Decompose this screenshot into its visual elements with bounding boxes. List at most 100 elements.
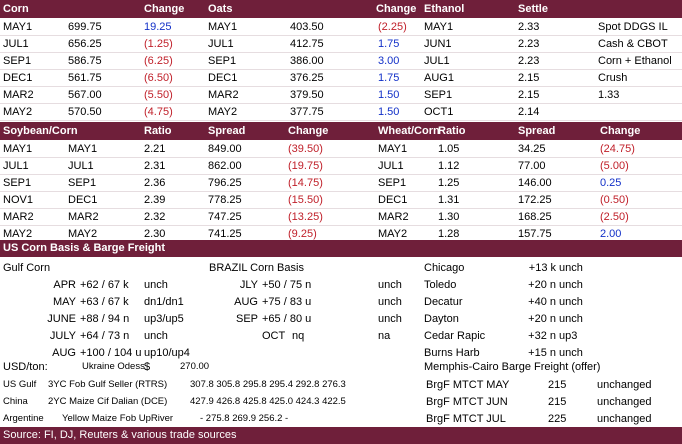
source-text: Source: FI, DJ, Reuters & various trade … bbox=[3, 429, 237, 441]
col-corn-header: Corn bbox=[3, 3, 29, 15]
brazil-change: unch bbox=[378, 296, 402, 308]
ukraine-currency: $ bbox=[144, 361, 151, 373]
col-wheatcorn-header: Wheat/Corn bbox=[378, 125, 440, 137]
interior-change: unch bbox=[559, 313, 583, 325]
ethanol-settle: 2.15 bbox=[518, 89, 540, 101]
interior-change: up3 bbox=[559, 330, 578, 342]
interior-basis: +32 n bbox=[528, 330, 556, 342]
gulf-change: unch bbox=[144, 330, 168, 342]
table-row bbox=[0, 191, 682, 209]
wheatcorn-ratio: 1.31 bbox=[438, 194, 460, 206]
wheatcorn-spread: 172.25 bbox=[518, 194, 552, 206]
wheatcorn-ratio: 1.12 bbox=[438, 160, 460, 172]
footer-bar: Source: FI, DJ, Reuters & various trade … bbox=[0, 427, 682, 444]
wheatcorn-spread: 168.25 bbox=[518, 211, 552, 223]
wheatcorn-month: MAY2 bbox=[378, 228, 408, 240]
interior-change: unch bbox=[559, 296, 583, 308]
corn-month: MAY1 bbox=[68, 143, 98, 155]
ethanol-month: MAY1 bbox=[424, 21, 454, 33]
wheatcorn-ratio: 1.30 bbox=[438, 211, 460, 223]
ethanol-note: Cash & CBOT bbox=[598, 38, 668, 50]
soy-month: JUL1 bbox=[3, 160, 29, 172]
wheatcorn-change: (0.50) bbox=[600, 194, 629, 206]
barge-change: unchanged bbox=[597, 379, 652, 391]
corn-change: (6.50) bbox=[144, 72, 173, 84]
corn-month: MAY2 bbox=[3, 106, 33, 118]
col-ratio2-header: Ratio bbox=[438, 125, 466, 137]
col-spread-header: Spread bbox=[208, 125, 246, 137]
fob-values: - 275.8 269.9 256.2 - bbox=[200, 413, 289, 424]
corn-month: SEP1 bbox=[68, 177, 97, 189]
soycorn-change: (15.50) bbox=[288, 194, 323, 206]
soycorn-change: (14.75) bbox=[288, 177, 323, 189]
ethanol-month: OCT1 bbox=[424, 106, 454, 118]
oats-change: 1.50 bbox=[378, 106, 400, 118]
corn-price: 586.75 bbox=[68, 55, 102, 67]
brazil-change: unch bbox=[378, 279, 402, 291]
corn-month: DEC1 bbox=[3, 72, 33, 84]
wheatcorn-change: 0.25 bbox=[600, 177, 622, 189]
corn-change: (1.25) bbox=[144, 38, 173, 50]
wheatcorn-change: (2.50) bbox=[600, 211, 629, 223]
wheatcorn-month: MAY1 bbox=[378, 143, 408, 155]
wheatcorn-change: 2.00 bbox=[600, 228, 622, 240]
soycorn-ratio: 2.21 bbox=[144, 143, 166, 155]
corn-price: 561.75 bbox=[68, 72, 102, 84]
barge-value: 215 bbox=[548, 379, 567, 391]
table-row bbox=[0, 174, 682, 192]
corn-month: JUL1 bbox=[68, 160, 94, 172]
soycorn-spread: 778.25 bbox=[208, 194, 242, 206]
brazil-month: JLY bbox=[239, 279, 258, 291]
wheatcorn-ratio: 1.28 bbox=[438, 228, 460, 240]
gulf-basis: +100 / 104 u bbox=[80, 347, 142, 359]
soycorn-spread: 796.25 bbox=[208, 177, 242, 189]
corn-month: JUL1 bbox=[3, 38, 29, 50]
table-row bbox=[0, 157, 682, 175]
memphis-barge-title: Memphis-Cairo Barge Freight (offer) bbox=[424, 361, 601, 373]
interior-basis: +13 k bbox=[528, 262, 556, 274]
brazil-change: na bbox=[378, 330, 391, 342]
corn-month: MAR2 bbox=[68, 211, 99, 223]
wheatcorn-month: MAR2 bbox=[378, 211, 409, 223]
gulf-basis: +62 / 67 k bbox=[80, 279, 129, 291]
interior-change: unch bbox=[559, 347, 583, 359]
wheatcorn-spread: 157.75 bbox=[518, 228, 552, 240]
oats-month: MAY2 bbox=[208, 106, 238, 118]
oats-month: MAY1 bbox=[208, 21, 238, 33]
oats-price: 376.25 bbox=[290, 72, 324, 84]
gulf-month: MAY bbox=[52, 296, 76, 308]
ethanol-settle: 2.15 bbox=[518, 72, 540, 84]
ethanol-month: AUG1 bbox=[424, 72, 454, 84]
table-row bbox=[0, 140, 682, 158]
soycorn-spread: 747.25 bbox=[208, 211, 242, 223]
gulf-basis: +88 / 94 n bbox=[80, 313, 130, 325]
soy-month: MAY1 bbox=[3, 143, 33, 155]
soycorn-spread: 849.00 bbox=[208, 143, 242, 155]
corn-change: (6.25) bbox=[144, 55, 173, 67]
table-row bbox=[0, 35, 682, 53]
barge-value: 225 bbox=[548, 413, 567, 425]
col-change4-header: Change bbox=[600, 125, 641, 137]
fob-origin: US Gulf bbox=[3, 379, 37, 390]
table-row bbox=[0, 18, 682, 36]
oats-change: 1.75 bbox=[378, 38, 400, 50]
barge-change: unchanged bbox=[597, 413, 652, 425]
ethanol-month: JUN1 bbox=[424, 38, 452, 50]
oats-price: 412.75 bbox=[290, 38, 324, 50]
ethanol-settle: 2.23 bbox=[518, 38, 540, 50]
gulf-month: AUG bbox=[52, 347, 76, 359]
oats-price: 386.00 bbox=[290, 55, 324, 67]
barge-contract: BrgF MTCT JUL bbox=[426, 413, 506, 425]
interior-basis: +40 n bbox=[528, 296, 556, 308]
corn-price: 567.00 bbox=[68, 89, 102, 101]
brazil-month: OCT bbox=[262, 330, 286, 342]
soy-month: NOV1 bbox=[3, 194, 33, 206]
section2-header: Soybean/Corn Ratio Spread Change Wheat/C… bbox=[0, 122, 682, 140]
wheatcorn-ratio: 1.25 bbox=[438, 177, 460, 189]
col-spread2-header: Spread bbox=[518, 125, 556, 137]
wheatcorn-spread: 34.25 bbox=[518, 143, 546, 155]
barge-change: unchanged bbox=[597, 396, 652, 408]
fob-description: 3YC Fob Gulf Seller (RTRS) bbox=[48, 379, 168, 390]
soycorn-change: (13.25) bbox=[288, 211, 323, 223]
corn-change: (5.50) bbox=[144, 89, 173, 101]
